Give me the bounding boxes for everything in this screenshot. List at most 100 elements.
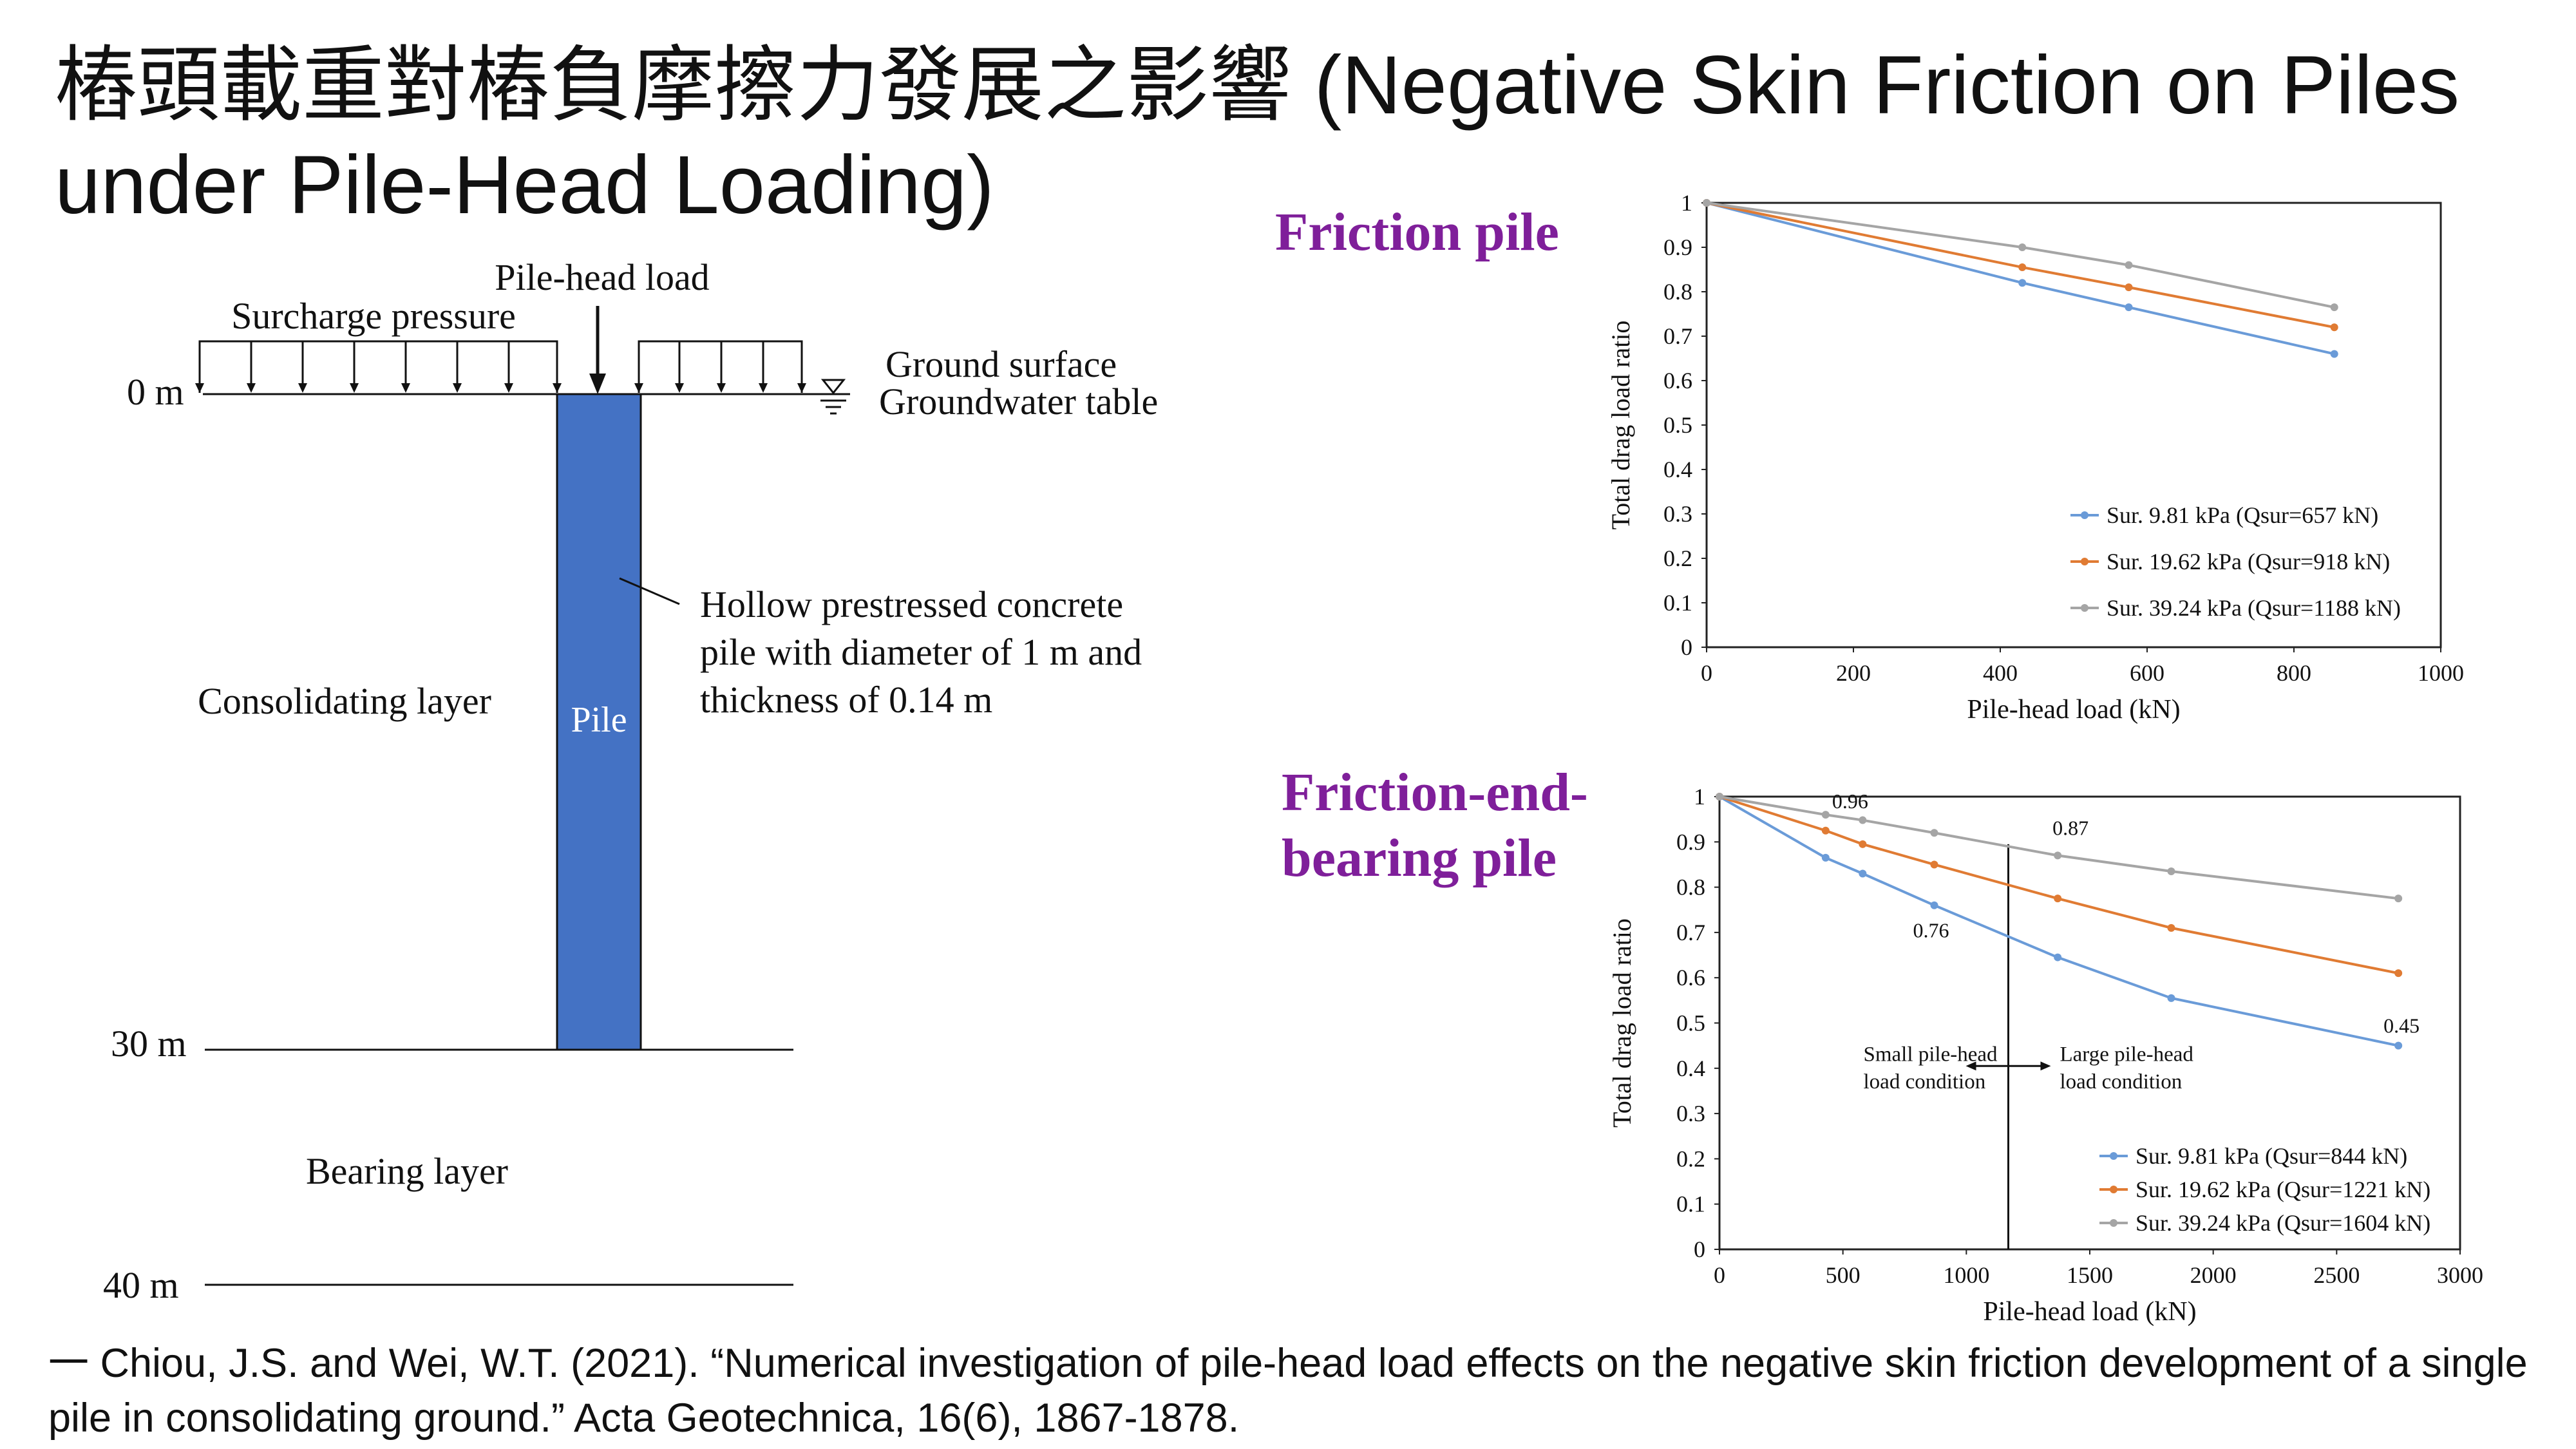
surcharge-label: Surcharge pressure [231, 295, 516, 337]
depth-30-label: 30 m [111, 1023, 187, 1065]
groundwater-label: Groundwater table [879, 381, 1158, 422]
y-tick-label: 0.8 [1663, 279, 1692, 305]
friction-pile-title: Friction pile [1275, 202, 1559, 262]
groundwater-symbol [820, 379, 846, 415]
y-tick-label: 0.4 [1663, 457, 1692, 482]
data-point [1821, 853, 1830, 862]
data-point [2054, 953, 2062, 961]
legend-marker [2110, 1152, 2117, 1160]
data-point [2394, 895, 2403, 903]
legend-marker [2081, 604, 2088, 612]
data-point [2018, 243, 2027, 251]
y-axis-label: Total drag load ratio [1607, 918, 1636, 1128]
data-point [2018, 263, 2027, 272]
data-point [2394, 969, 2403, 978]
legend-marker [2081, 558, 2088, 565]
data-point [1930, 829, 1938, 837]
y-tick-label: 0.3 [1663, 501, 1692, 527]
point-value-label: 0.87 [2052, 816, 2088, 839]
surcharge-arrowheads-right [634, 383, 806, 393]
y-tick-label: 0.5 [1663, 412, 1692, 438]
friction-end-bearing-title-line1: Friction-end- [1282, 762, 1588, 822]
depth-40-label: 40 m [103, 1264, 179, 1306]
large-condition-label-line2: load condition [2060, 1070, 2183, 1094]
data-point [1703, 199, 1710, 207]
y-tick-label: 0.4 [1676, 1056, 1705, 1081]
condition-arrowhead-left [1965, 1061, 1976, 1071]
small-condition-label-line2: load condition [1864, 1070, 1986, 1094]
y-tick-label: 0.1 [1676, 1191, 1705, 1217]
x-tick-label: 800 [2277, 660, 2311, 686]
series-line [1719, 795, 2399, 900]
data-point [1859, 816, 1867, 824]
x-axis-label: Pile-head load (kN) [1983, 1297, 2196, 1327]
surcharge-arrowheads-left [195, 383, 562, 393]
y-tick-label: 0.2 [1676, 1146, 1705, 1171]
pile-leader-line [619, 577, 680, 605]
pile-desc-line3: thickness of 0.14 m [700, 679, 992, 721]
legend-label: Sur. 39.24 kPa (Qsur=1188 kN) [2107, 595, 2401, 621]
y-tick-label: 0.7 [1663, 323, 1692, 349]
x-tick-label: 1500 [2067, 1262, 2113, 1288]
x-tick-label: 1000 [1943, 1262, 1989, 1288]
condition-arrowhead-right [2040, 1061, 2051, 1071]
y-tick-label: 0.7 [1676, 920, 1705, 945]
x-tick-label: 0 [1701, 660, 1712, 686]
data-point [2167, 994, 2175, 1002]
data-point [1930, 860, 1938, 869]
y-axis-label: Total drag load ratio [1606, 321, 1635, 530]
large-condition-label-line1: Large pile-head [2060, 1043, 2194, 1066]
data-point [2125, 261, 2133, 269]
data-point [2167, 923, 2175, 932]
data-point [1821, 811, 1830, 819]
friction-pile-chart: 0 0.1 0.2 0.3 0.4 0.5 0.6 0.7 0.8 0.9 1 0 200 400 600 8… [1606, 190, 2464, 724]
data-point [2054, 851, 2062, 860]
pile-head-load-arrow [589, 306, 606, 394]
legend-marker [2110, 1219, 2117, 1227]
data-point [2018, 279, 2027, 287]
ground-surface-label: Ground surface [886, 343, 1117, 385]
point-value-label: 0.45 [2383, 1014, 2420, 1037]
friction-end-bearing-chart: 0 0.1 0.2 0.3 0.4 0.5 0.6 0.7 0.8 0.9 1 0 500 1000 150… [1607, 784, 2483, 1327]
point-value-label: 0.76 [1913, 919, 1949, 942]
series-line [1706, 202, 2335, 355]
legend-label: Sur. 19.62 kPa (Qsur=1221 kN) [2136, 1177, 2430, 1202]
consolidating-layer-label: Consolidating layer [198, 680, 491, 722]
reference-citation: 一 Chiou, J.S. and Wei, W.T. (2021). “Num… [48, 1341, 2528, 1441]
series-line [1706, 202, 2335, 309]
x-tick-label: 1000 [2418, 660, 2464, 686]
data-point [1930, 901, 1938, 909]
y-tick-label: 0.5 [1676, 1010, 1705, 1036]
x-tick-label: 3000 [2437, 1262, 2483, 1288]
data-point [2167, 867, 2175, 875]
x-tick-label: 400 [1983, 660, 2018, 686]
series-line [1706, 202, 2335, 329]
legend-label: Sur. 19.62 kPa (Qsur=918 kN) [2107, 549, 2390, 574]
legend-marker [2110, 1186, 2117, 1193]
y-tick-label: 0.6 [1663, 368, 1692, 393]
data-point [1859, 869, 1867, 878]
data-point [2330, 350, 2338, 358]
x-tick-label: 0 [1714, 1262, 1725, 1288]
friction-end-bearing-title-line2: bearing pile [1282, 828, 1557, 888]
pile-desc-line2: pile with diameter of 1 m and [700, 631, 1142, 673]
surcharge-arrows-right [638, 340, 803, 393]
pile-head-load-label: Pile-head load [495, 256, 709, 298]
data-point [2394, 1041, 2403, 1050]
slide-title: 樁頭載重對樁負摩擦力發展之影響 (Negative Skin Friction … [55, 39, 2460, 231]
bearing-layer-label: Bearing layer [306, 1150, 508, 1192]
y-tick-label: 1 [1694, 784, 1705, 810]
x-tick-label: 600 [2130, 660, 2164, 686]
surcharge-arrows-left [198, 340, 558, 393]
y-tick-label: 0.9 [1676, 829, 1705, 855]
data-point [1821, 826, 1830, 835]
data-point [1859, 840, 1867, 848]
y-tick-label: 0 [1681, 634, 1692, 660]
legend-label: Sur. 39.24 kPa (Qsur=1604 kN) [2136, 1210, 2430, 1236]
data-point [2330, 323, 2338, 332]
pile-diagram: Pile-head load Surcharge pressure [103, 256, 1158, 1306]
depth-0-label: 0 m [127, 371, 184, 413]
data-point [2330, 303, 2338, 312]
legend-marker [2081, 511, 2088, 519]
